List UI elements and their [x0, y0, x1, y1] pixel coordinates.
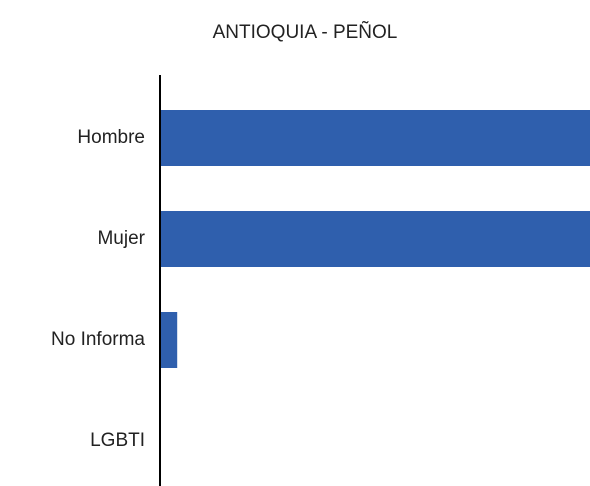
y-tick-label: No Informa — [51, 329, 145, 350]
y-tick-label: LGBTI — [90, 430, 145, 451]
y-tick-label: Hombre — [77, 127, 145, 148]
y-tick-label: Mujer — [97, 228, 145, 249]
bar — [160, 211, 590, 267]
bar — [160, 312, 178, 368]
chart-title: ANTIOQUIA - PEÑOL — [213, 21, 398, 43]
bar — [160, 110, 590, 166]
